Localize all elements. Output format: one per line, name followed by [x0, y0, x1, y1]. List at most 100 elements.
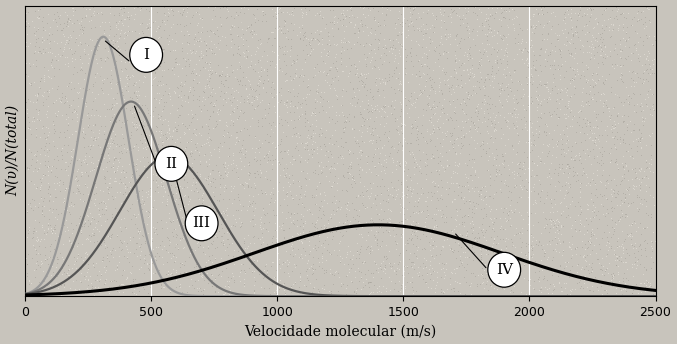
Point — [125, 245, 135, 250]
Point — [552, 88, 563, 94]
Point — [531, 7, 542, 12]
Point — [632, 54, 643, 60]
Point — [351, 73, 362, 78]
Point — [111, 83, 122, 88]
Point — [203, 140, 214, 146]
Point — [645, 261, 655, 267]
Point — [439, 264, 450, 270]
Point — [114, 50, 125, 55]
Point — [363, 190, 374, 195]
Point — [263, 79, 274, 84]
Point — [325, 293, 336, 299]
Point — [488, 163, 499, 168]
Point — [351, 223, 362, 228]
Point — [57, 146, 68, 151]
Point — [282, 57, 292, 63]
Point — [499, 72, 510, 77]
Point — [35, 106, 45, 112]
Point — [276, 190, 286, 195]
Point — [160, 28, 171, 33]
Point — [237, 213, 248, 218]
Point — [485, 290, 496, 296]
Point — [500, 206, 511, 212]
Point — [588, 178, 599, 183]
Point — [546, 197, 556, 202]
Point — [180, 124, 191, 129]
Point — [64, 286, 74, 292]
Point — [214, 85, 225, 90]
Point — [630, 293, 640, 299]
Point — [489, 55, 500, 61]
Point — [44, 86, 55, 92]
Point — [313, 223, 324, 228]
Point — [387, 264, 398, 269]
Point — [451, 157, 462, 162]
Point — [129, 127, 140, 133]
Point — [228, 68, 239, 73]
Point — [299, 257, 309, 263]
Point — [512, 131, 523, 136]
Point — [584, 19, 595, 24]
Point — [441, 267, 452, 272]
Point — [39, 235, 50, 240]
Point — [300, 221, 311, 226]
Point — [625, 187, 636, 193]
Point — [41, 157, 52, 163]
Point — [87, 130, 98, 136]
Point — [533, 109, 544, 115]
Point — [528, 26, 539, 31]
Point — [387, 97, 398, 103]
Point — [250, 149, 261, 154]
Point — [403, 96, 414, 101]
Point — [640, 102, 651, 107]
Point — [27, 219, 38, 225]
Point — [578, 211, 589, 216]
Point — [576, 57, 587, 63]
Point — [397, 232, 408, 237]
Point — [266, 91, 277, 96]
Point — [53, 14, 64, 19]
Point — [366, 114, 376, 120]
Point — [125, 168, 135, 174]
Point — [438, 106, 449, 111]
Point — [583, 114, 594, 119]
Point — [364, 292, 375, 297]
Point — [353, 25, 364, 31]
Point — [226, 23, 237, 29]
Point — [311, 37, 322, 43]
Point — [513, 231, 524, 236]
Point — [611, 23, 622, 29]
Point — [557, 92, 568, 97]
Point — [581, 172, 592, 178]
Point — [255, 167, 265, 173]
Point — [391, 271, 402, 277]
Point — [276, 64, 286, 69]
Point — [49, 157, 60, 162]
Point — [405, 191, 416, 197]
Point — [454, 96, 465, 101]
Point — [278, 96, 289, 102]
Point — [227, 13, 238, 18]
Point — [607, 22, 618, 28]
Point — [462, 255, 473, 260]
Point — [97, 145, 108, 151]
Point — [50, 275, 61, 281]
Point — [516, 290, 527, 295]
Point — [481, 200, 492, 206]
Point — [146, 225, 157, 231]
Point — [452, 71, 462, 76]
Point — [133, 9, 144, 14]
Point — [147, 30, 158, 36]
Point — [396, 32, 407, 37]
Point — [314, 209, 325, 215]
Point — [142, 189, 153, 194]
Point — [162, 245, 173, 251]
Point — [412, 230, 423, 236]
Point — [372, 143, 383, 149]
Point — [91, 209, 102, 214]
Point — [337, 110, 348, 115]
Point — [474, 80, 485, 86]
Point — [333, 130, 344, 136]
Point — [602, 262, 613, 268]
Point — [421, 197, 432, 202]
